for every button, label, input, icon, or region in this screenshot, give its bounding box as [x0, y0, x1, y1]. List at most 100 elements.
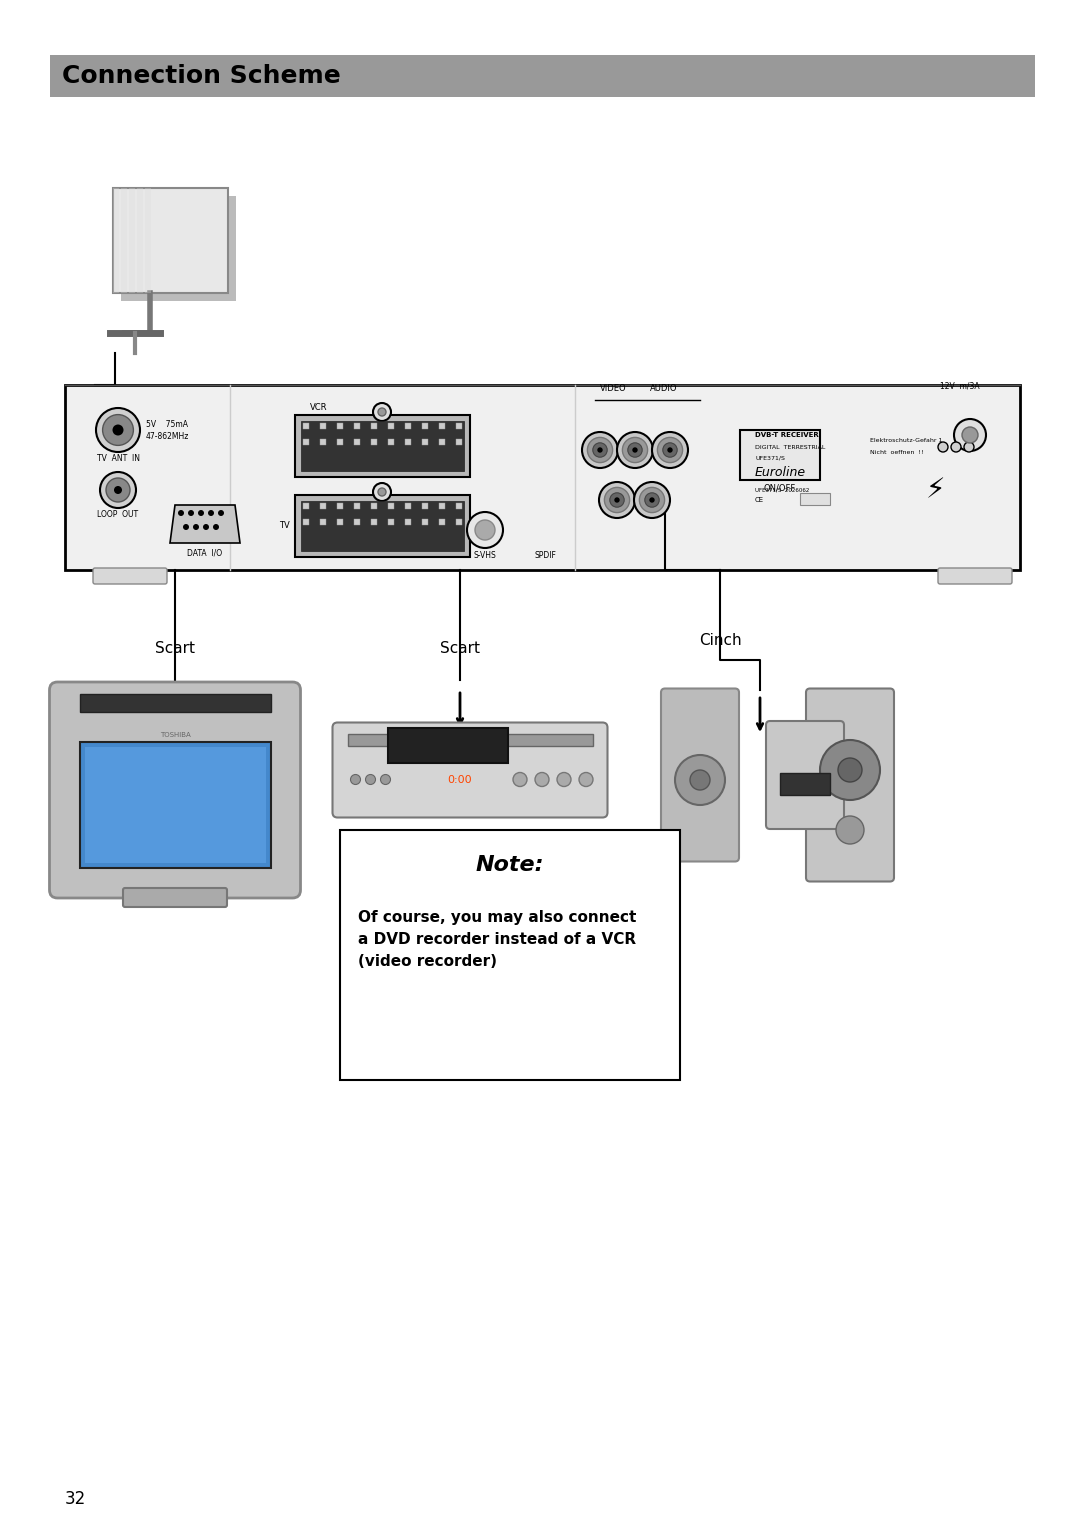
Bar	[456, 520, 462, 526]
Circle shape	[114, 486, 122, 494]
Bar	[320, 520, 326, 526]
Circle shape	[103, 414, 134, 445]
Polygon shape	[170, 504, 240, 542]
Text: TOSHIBA: TOSHIBA	[160, 732, 190, 738]
Circle shape	[106, 478, 130, 503]
Circle shape	[675, 755, 725, 805]
FancyBboxPatch shape	[93, 568, 167, 584]
Bar	[354, 423, 360, 429]
Circle shape	[645, 494, 659, 507]
Bar	[405, 503, 411, 509]
Bar	[303, 520, 309, 526]
Circle shape	[836, 816, 864, 843]
Circle shape	[632, 448, 637, 452]
Bar	[422, 423, 428, 429]
Circle shape	[218, 510, 224, 516]
Polygon shape	[121, 196, 235, 301]
Text: 32: 32	[65, 1490, 86, 1508]
Bar	[456, 439, 462, 445]
Circle shape	[188, 510, 194, 516]
Circle shape	[588, 437, 612, 463]
Circle shape	[112, 425, 123, 435]
Bar	[354, 439, 360, 445]
Text: 47-862MHz: 47-862MHz	[146, 431, 189, 440]
Circle shape	[964, 442, 974, 452]
Text: Cinch: Cinch	[699, 633, 741, 648]
Bar	[438, 503, 445, 509]
Text: S-VHS: S-VHS	[474, 550, 497, 559]
Bar	[112, 188, 119, 292]
Circle shape	[605, 487, 630, 512]
Circle shape	[513, 773, 527, 787]
Bar	[84, 747, 266, 863]
Bar	[372, 520, 377, 526]
Bar	[340, 830, 680, 1080]
FancyBboxPatch shape	[295, 416, 470, 477]
Bar	[320, 439, 326, 445]
Text: Scart: Scart	[156, 640, 195, 656]
Circle shape	[380, 775, 391, 784]
Text: 0:00: 0:00	[448, 775, 472, 784]
Bar	[438, 520, 445, 526]
Circle shape	[100, 472, 136, 507]
Bar	[422, 520, 428, 526]
Circle shape	[667, 448, 673, 452]
Bar	[303, 423, 309, 429]
Bar	[145, 188, 150, 292]
Circle shape	[820, 740, 880, 801]
FancyBboxPatch shape	[123, 888, 227, 908]
Text: Scart: Scart	[440, 640, 480, 656]
Circle shape	[617, 432, 653, 468]
Text: Connection Scheme: Connection Scheme	[62, 64, 341, 89]
Bar	[80, 743, 270, 868]
Bar	[405, 439, 411, 445]
Circle shape	[615, 497, 620, 503]
Text: TV  ANT  IN: TV ANT IN	[96, 454, 139, 463]
Bar	[337, 439, 343, 445]
Circle shape	[962, 426, 978, 443]
Bar	[80, 694, 270, 712]
Bar	[388, 423, 394, 429]
Circle shape	[939, 442, 948, 452]
Circle shape	[639, 487, 664, 512]
Circle shape	[579, 773, 593, 787]
Text: 5V    75mA: 5V 75mA	[146, 420, 188, 428]
Circle shape	[622, 437, 648, 463]
Circle shape	[634, 481, 670, 518]
Bar	[348, 733, 593, 746]
Bar	[388, 439, 394, 445]
Circle shape	[663, 443, 677, 457]
Circle shape	[96, 408, 140, 452]
Text: 12V  m/3A: 12V m/3A	[941, 380, 980, 390]
FancyBboxPatch shape	[661, 689, 739, 862]
Bar	[301, 422, 464, 471]
Text: DVB-T RECEIVER: DVB-T RECEIVER	[755, 432, 819, 439]
Circle shape	[198, 510, 204, 516]
Bar	[337, 503, 343, 509]
Circle shape	[378, 487, 386, 497]
Bar	[320, 503, 326, 509]
Bar	[320, 423, 326, 429]
Circle shape	[193, 524, 199, 530]
Bar	[129, 188, 135, 292]
Text: SPDIF: SPDIF	[535, 550, 556, 559]
Bar	[372, 503, 377, 509]
FancyBboxPatch shape	[806, 689, 894, 882]
Bar	[50, 55, 1035, 96]
Bar	[354, 503, 360, 509]
Bar	[740, 429, 820, 480]
Text: UFE371/S: UFE371/S	[755, 455, 785, 460]
Text: CE: CE	[755, 497, 765, 503]
Circle shape	[365, 775, 376, 784]
Bar	[112, 188, 228, 292]
Bar	[800, 494, 831, 504]
Bar	[438, 439, 445, 445]
Circle shape	[582, 432, 618, 468]
Text: UFE371/S  2026062: UFE371/S 2026062	[755, 487, 809, 492]
Circle shape	[652, 432, 688, 468]
Bar	[456, 503, 462, 509]
Circle shape	[649, 497, 654, 503]
Circle shape	[351, 775, 361, 784]
Circle shape	[690, 770, 710, 790]
Text: DATA  I/O: DATA I/O	[188, 549, 222, 558]
